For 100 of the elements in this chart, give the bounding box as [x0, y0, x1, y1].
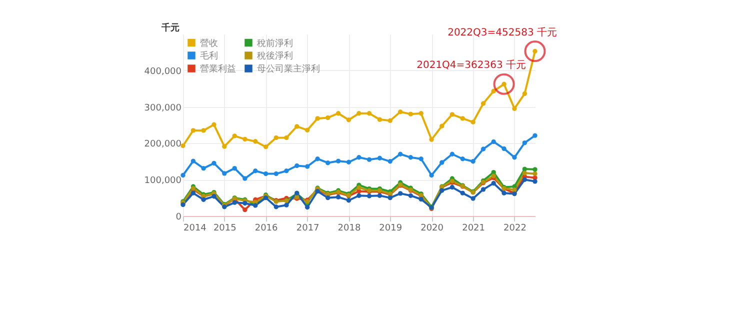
point [480, 101, 486, 106]
point [398, 110, 403, 114]
point [201, 128, 206, 133]
point [356, 111, 362, 116]
point [408, 155, 414, 160]
point [190, 158, 196, 164]
point [356, 193, 362, 198]
point [522, 170, 528, 176]
legend-label: 營業利益 [200, 64, 236, 74]
point [336, 111, 341, 116]
point [502, 146, 506, 151]
point [470, 120, 476, 124]
point [284, 202, 289, 208]
x-tick-label: 2019 [379, 224, 402, 234]
point [512, 155, 517, 160]
point [522, 177, 528, 182]
legend-label: 毛利 [200, 50, 218, 62]
point [491, 139, 496, 144]
y-tick-label: 300,000 [144, 103, 182, 114]
point [398, 191, 403, 196]
point [274, 204, 278, 210]
point [336, 194, 341, 200]
point [388, 195, 392, 200]
point [522, 140, 528, 146]
point [190, 190, 196, 196]
x-tick-label: 2017 [296, 224, 320, 234]
point [366, 111, 372, 116]
x-tick-label: 2014 [184, 224, 207, 234]
point [470, 196, 476, 201]
point [491, 180, 496, 186]
point [304, 128, 310, 132]
x-tick-label: 2015 [213, 224, 236, 234]
point [304, 204, 310, 210]
point [418, 111, 424, 116]
point [242, 207, 248, 212]
point [491, 88, 496, 94]
point [212, 160, 216, 166]
point [440, 160, 444, 165]
point [294, 124, 300, 129]
y-tick-label: 100,000 [144, 176, 182, 186]
point [326, 160, 330, 166]
point [326, 195, 330, 200]
point [408, 112, 414, 116]
x-tick-label: 2018 [338, 224, 361, 234]
point [326, 115, 330, 120]
point [388, 118, 392, 123]
point [470, 159, 476, 164]
point [440, 188, 444, 193]
annotation: 2022Q3=452583 千元 [448, 26, 557, 38]
point [408, 193, 414, 198]
point [242, 200, 248, 206]
annotation: 2021Q4=362363 千元 [416, 59, 526, 72]
point [242, 136, 248, 142]
y-axis-title: 千元 [160, 22, 180, 34]
point [532, 167, 538, 172]
point [232, 134, 237, 138]
point [253, 139, 258, 144]
point [366, 157, 372, 162]
point [512, 187, 517, 192]
x-tick-label: 2022 [504, 224, 526, 234]
point [201, 197, 206, 202]
point [388, 159, 392, 164]
point [398, 152, 403, 156]
point [315, 156, 320, 162]
point [429, 137, 434, 142]
point [418, 156, 424, 162]
point [460, 116, 465, 121]
point [232, 200, 237, 205]
point [346, 118, 352, 122]
point [480, 187, 486, 192]
point [480, 146, 486, 152]
point [512, 106, 517, 111]
legend-label: 稅後淨利 [257, 50, 293, 62]
point [242, 176, 248, 181]
point [263, 171, 268, 176]
point [450, 184, 455, 190]
point [450, 152, 455, 156]
x-tick-label: 2020 [420, 224, 444, 234]
point [522, 91, 528, 96]
y-tick-label: 0 [176, 212, 182, 222]
point [366, 194, 372, 198]
point [294, 163, 300, 168]
point [212, 122, 216, 127]
point [346, 160, 352, 164]
point [222, 171, 227, 176]
point [532, 133, 538, 138]
legend-label: 營收 [200, 38, 218, 49]
point [377, 156, 382, 160]
point [201, 166, 206, 171]
point [418, 196, 424, 202]
point [304, 164, 310, 169]
point [336, 158, 341, 164]
point [346, 198, 352, 203]
point [315, 116, 320, 121]
y-tick-label: 400,000 [144, 66, 182, 77]
point [253, 168, 258, 174]
point [532, 179, 538, 184]
point [460, 156, 465, 162]
point [274, 135, 278, 140]
point [522, 166, 528, 172]
